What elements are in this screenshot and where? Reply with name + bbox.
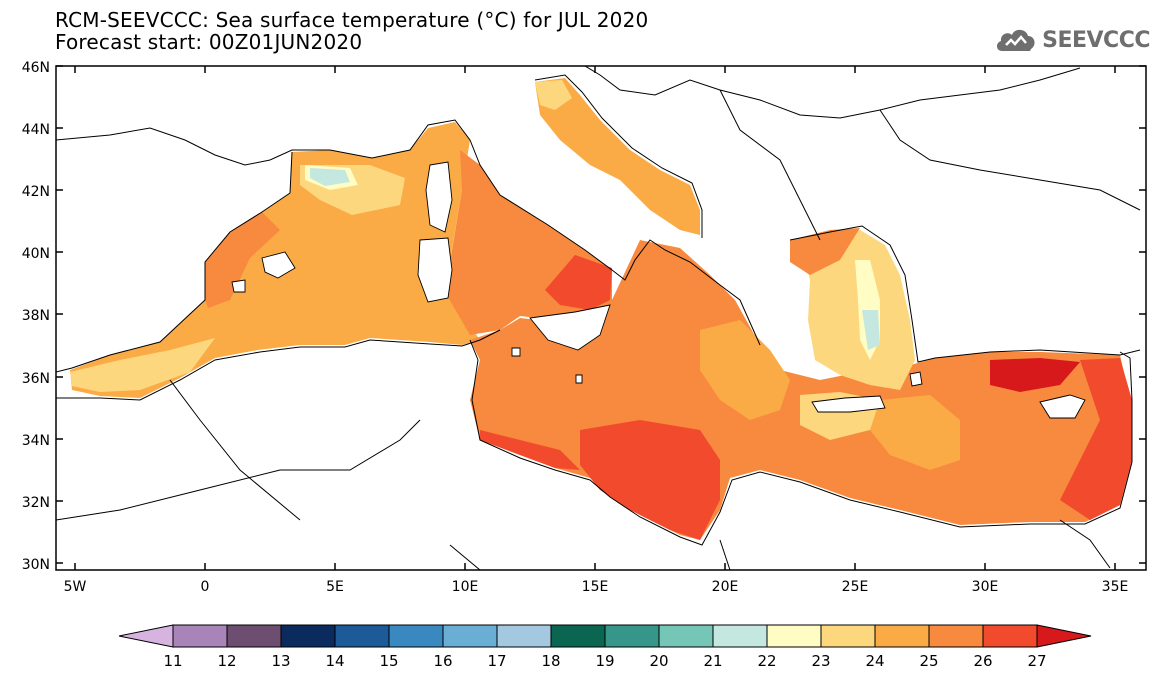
colorbar-label: 16: [433, 652, 452, 670]
seevccc-logo: SEEVCCC: [994, 24, 1150, 56]
colorbar-bin: [604, 624, 660, 648]
corsica-island: [425, 161, 453, 233]
lat-label: 38N: [22, 308, 50, 324]
malta-island: [511, 347, 521, 357]
colorbar-bin: [928, 624, 984, 648]
aegean-coolest: [862, 310, 880, 350]
aegean-north-warm: [790, 228, 860, 275]
colorbar-label: 25: [919, 652, 938, 670]
lon-axis: 5W 0 5E 10E 15E 20E 25E 30E 35E: [64, 66, 1129, 595]
ibiza-island: [231, 279, 246, 293]
lat-label: 34N: [22, 433, 50, 449]
lon-label: 15E: [582, 579, 609, 595]
lat-label: 36N: [22, 371, 50, 387]
colorbar-bin: [712, 624, 768, 648]
lon-label: 20E: [712, 579, 739, 595]
libyan-coast-hot: [480, 430, 580, 470]
mallorca-island: [261, 251, 296, 279]
cloud-icon: [997, 29, 1035, 51]
lon-label: 35E: [1102, 579, 1129, 595]
colorbar-label: 20: [649, 652, 668, 670]
colorbar-label: 14: [325, 652, 344, 670]
lon-label: 25E: [842, 579, 869, 595]
colorbar-bin: [172, 624, 228, 648]
colorbar-label: 24: [865, 652, 884, 670]
lat-label: 42N: [22, 184, 50, 200]
colorbar-label: 19: [595, 652, 614, 670]
colorbar-label: 21: [703, 652, 722, 670]
map-frame: [55, 65, 1147, 571]
colorbar-label: 17: [487, 652, 506, 670]
colorbar-bin: [226, 624, 282, 648]
colorbar: 11 12 13 14 15 16 17 18 19 20 21 22 23 24 25 26 27: [118, 624, 1092, 670]
levantine-cool-band: [870, 395, 960, 470]
levantine-north-hot: [990, 358, 1080, 392]
crete-island: [811, 395, 886, 413]
lat-label: 30N: [22, 557, 50, 573]
lat-axis: 46N 44N 42N 40N 38N 36N 34N 32N 30N: [22, 60, 1146, 573]
colorbar-bin: [496, 624, 552, 648]
gulf-of-lions-coldest: [310, 168, 350, 186]
colorbar-bin: [550, 624, 606, 648]
levantine-east-hot: [1060, 358, 1132, 520]
lat-label: 46N: [22, 60, 50, 76]
colorbar-label: 13: [271, 652, 290, 670]
colorbar-bin: [280, 624, 336, 648]
colorbar-label: 27: [1027, 652, 1046, 670]
cyprus-island: [1039, 394, 1086, 419]
lon-label: 0: [201, 579, 210, 595]
alboran-cool: [70, 338, 215, 392]
colorbar-bin: [766, 624, 822, 648]
coastlines: [56, 66, 1141, 570]
djerba-island: [575, 374, 583, 384]
lon-label: 5W: [64, 579, 87, 595]
lat-label: 40N: [22, 246, 50, 262]
gulf-of-sidra-hot: [580, 420, 720, 540]
sardinia-island: [417, 237, 453, 303]
map-title: RCM-SEEVCCC: Sea surface temperature (°C…: [55, 8, 649, 32]
lat-label: 44N: [22, 122, 50, 138]
colorbar-bin: [442, 624, 498, 648]
colorbar-label: 12: [217, 652, 236, 670]
tyrrhenian-hot: [545, 255, 612, 310]
colorbar-label: 26: [973, 652, 992, 670]
sst-field: [70, 78, 1132, 540]
lon-label: 10E: [452, 579, 479, 595]
colorbar-label: 22: [757, 652, 776, 670]
colorbar-min-arrow: [118, 624, 174, 648]
colorbar-max-arrow: [1036, 624, 1092, 648]
lon-label: 5E: [326, 579, 344, 595]
rhodes-island: [909, 371, 923, 387]
ionian-cool-patch: [700, 320, 790, 420]
adriatic-sea: [535, 78, 700, 235]
sicily-island: [529, 304, 611, 351]
colorbar-bin: [982, 624, 1038, 648]
forecast-start-label: Forecast start: 00Z01JUN2020: [55, 30, 363, 54]
lat-label: 32N: [22, 495, 50, 511]
logo-text: SEEVCCC: [1042, 27, 1150, 53]
colorbar-label: 15: [379, 652, 398, 670]
colorbar-bin: [658, 624, 714, 648]
colorbar-bin: [334, 624, 390, 648]
adriatic-north-cool: [535, 80, 572, 110]
western-basin-warm: [205, 212, 280, 308]
colorbar-bin: [820, 624, 876, 648]
colorbar-label: 23: [811, 652, 830, 670]
lon-label: 30E: [972, 579, 999, 595]
colorbar-label: 11: [163, 652, 182, 670]
colorbar-bin: [388, 624, 444, 648]
colorbar-bin: [874, 624, 930, 648]
aegean-sea: [800, 230, 915, 390]
colorbar-label: 18: [541, 652, 560, 670]
